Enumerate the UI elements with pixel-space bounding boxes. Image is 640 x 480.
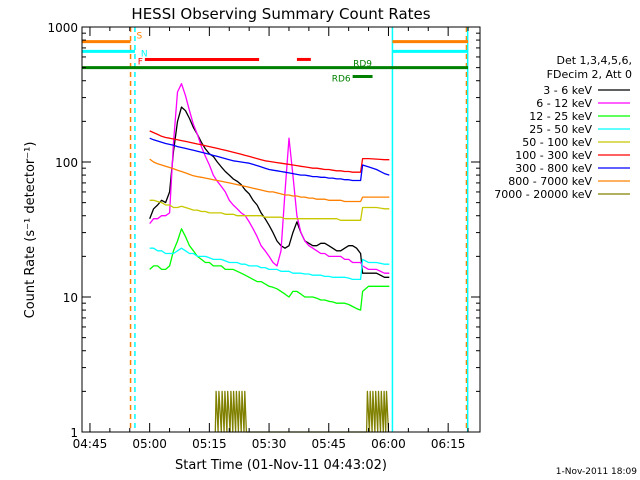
flag-label-rd9: RD9 xyxy=(353,60,372,70)
legend-label-4: 50 - 100 keV xyxy=(522,136,592,149)
series-line-1 xyxy=(149,83,390,274)
series-line-4 xyxy=(149,199,390,221)
legend-header-line-1: Det 1,3,4,5,6, xyxy=(556,54,632,67)
x-axis-label: Start Time (01-Nov-11 04:43:02) xyxy=(175,458,387,473)
plot-frame xyxy=(81,26,481,433)
x-tick-label-5: 06:00 xyxy=(371,437,406,451)
x-tick-label-0: 04:45 xyxy=(73,437,108,451)
legend-label-8: 7000 - 20000 keV xyxy=(494,188,592,201)
axes: 1 10 100 1000 04:45 05:00 05:15 05:30 05:45 06:00… xyxy=(47,21,481,451)
y-tick-label-3: 1000 xyxy=(47,21,78,35)
x-tick-label-3: 05:30 xyxy=(252,437,287,451)
legend-label-2: 12 - 25 keV xyxy=(529,110,592,123)
y-tick-label-1: 10 xyxy=(63,291,78,305)
legend-label-0: 3 - 6 keV xyxy=(543,84,592,97)
flag-label-s: S xyxy=(137,32,143,42)
x-tick-label-1: 05:00 xyxy=(132,437,167,451)
flag-label-n: N xyxy=(141,49,148,59)
series-line-7 xyxy=(149,158,390,203)
y-axis-label: Count Rate (s⁻¹ detector⁻¹) xyxy=(23,142,38,319)
x-tick-label-4: 05:45 xyxy=(311,437,346,451)
legend-label-5: 100 - 300 keV xyxy=(515,149,592,162)
legend-label-3: 25 - 50 keV xyxy=(529,123,592,136)
series-line-5 xyxy=(149,130,390,173)
y-tick-label-0: 1 xyxy=(70,426,78,440)
series-lines xyxy=(149,83,390,433)
flag-label-f: F xyxy=(138,57,143,67)
series-line-3 xyxy=(149,247,390,281)
chart-title: HESSI Observing Summary Count Rates xyxy=(131,5,430,23)
series-line-2 xyxy=(149,228,390,311)
x-tick-label-2: 05:15 xyxy=(192,437,227,451)
vertical-markers xyxy=(129,27,469,432)
series-line-6 xyxy=(149,137,390,182)
date-stamp: 1-Nov-2011 18:09 xyxy=(556,467,638,477)
legend-label-7: 800 - 7000 keV xyxy=(508,175,592,188)
series-line-8 xyxy=(214,390,390,433)
x-tick-label-6: 06:15 xyxy=(431,437,466,451)
flag-label-rd6: RD6 xyxy=(332,74,351,84)
y-tick-label-2: 100 xyxy=(55,156,78,170)
legend-label-1: 6 - 12 keV xyxy=(536,97,592,110)
legend-label-6: 300 - 800 keV xyxy=(515,162,592,175)
series-line-0 xyxy=(149,106,390,278)
legend-header-line-2: FDecim 2, Att 0 xyxy=(547,68,632,81)
